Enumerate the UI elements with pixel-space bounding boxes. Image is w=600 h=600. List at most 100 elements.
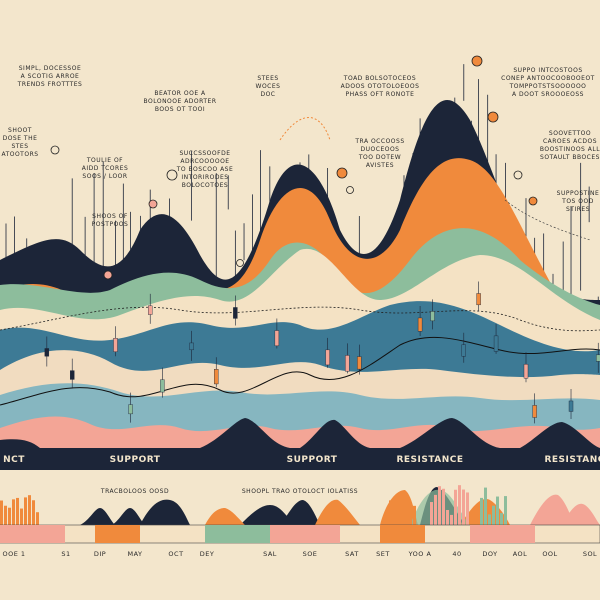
axis-label: MAY: [127, 550, 142, 558]
axis-label: SAL: [263, 550, 277, 558]
mini-bar: [488, 514, 491, 525]
axis-segment: [380, 525, 425, 543]
mini-bar: [413, 505, 416, 525]
candles: [44, 281, 600, 424]
axis-segment: [205, 525, 270, 543]
axis-label: DEY: [200, 550, 215, 558]
mini-bar: [492, 505, 495, 525]
annotation-line: INTORIRODES: [181, 174, 228, 181]
marker: [528, 196, 538, 206]
mini-bar: [12, 499, 15, 525]
annotation-line: TOS OOD: [561, 198, 594, 205]
annotation-line: BOLONOOE ADORTER: [143, 98, 216, 105]
mini-bar: [4, 505, 7, 525]
annotation-line: TRENDS FROTTTES: [17, 81, 83, 88]
axis-label: AOL: [513, 550, 528, 558]
annotation-line: DOC: [260, 91, 275, 98]
marker: [487, 111, 499, 123]
candle-body: [345, 355, 350, 372]
mini-bar: [16, 497, 19, 525]
mini-bar: [446, 509, 449, 525]
annotation-line: SHOOT: [8, 127, 32, 134]
bottom-panel: TRACBOLOOS OOSD SHOOPL TRAO OTOLOCT IOLA…: [0, 485, 600, 544]
candle-body: [357, 356, 362, 370]
mini-bar: [385, 514, 388, 525]
axis-label: SAT: [345, 550, 359, 558]
marker: [346, 186, 354, 194]
annotation-line: BOOS OT TOOI: [155, 106, 205, 113]
annotation-line: SUPPOSTINE: [557, 190, 600, 197]
annotation-line: CAROES ACDOS: [543, 138, 597, 145]
mini-bar: [504, 496, 507, 525]
annotation-line: BOOSTINOOS ALL: [540, 146, 600, 153]
mini-bar: [397, 514, 400, 525]
mini-bar: [401, 496, 404, 525]
mini-bar: [484, 487, 487, 525]
candle-body: [274, 330, 280, 347]
label-band: NCT SUPPORT SUPPORT RESISTANCE RESISTANC…: [0, 448, 600, 470]
candle-body: [417, 317, 423, 332]
band-label: SUPPORT: [287, 455, 338, 465]
candle-body: [148, 305, 153, 315]
axis-label: 40: [452, 550, 461, 558]
candle-body: [70, 370, 75, 380]
mini-bar: [434, 494, 437, 525]
marker: [336, 167, 348, 179]
annotation-line: TOAD BOLSOTOCEOS: [343, 75, 416, 82]
marker: [148, 199, 158, 209]
band-bg: [0, 448, 600, 470]
candle-body: [128, 404, 133, 415]
annotation-line: AIDD TCORES: [82, 165, 129, 172]
mini-bar: [466, 492, 469, 525]
candle-body: [430, 311, 435, 322]
annotation-line: CONEP ANTOOCOOBOOEOT: [501, 75, 595, 82]
candle-body: [233, 307, 238, 319]
bottom-note: TRACBOLOOS OOSD: [100, 488, 169, 495]
mini-bar: [32, 500, 35, 525]
axis-label: OCT: [168, 550, 183, 558]
axis-label: YOO A: [408, 550, 432, 558]
annotation-line: A DOOT SROOOEOSS: [512, 91, 584, 98]
annotation-line: WOCES: [256, 83, 281, 90]
mini-bar: [0, 500, 3, 525]
candle-body: [476, 293, 481, 306]
axis-label: SOE: [303, 550, 318, 558]
annotation-line: TOULIE OF: [86, 157, 123, 164]
mini-bar: [462, 489, 465, 525]
marker: [236, 259, 244, 267]
candle-body: [160, 379, 165, 393]
annotation-line: TRA OCCOOSS: [354, 138, 404, 145]
band-label: SUPPORT: [110, 455, 161, 465]
axis-label: DOY: [482, 550, 497, 558]
annotation-line: A SCOTIG ARROE: [21, 73, 80, 80]
marker: [166, 169, 178, 181]
axis-label: DIP: [94, 550, 106, 558]
axis-label: OOL: [542, 550, 557, 558]
annotation-line: SOTAULT BBOCES: [540, 154, 600, 161]
mini-bar: [430, 502, 433, 525]
candle-body: [596, 354, 600, 362]
mini-bar: [438, 486, 441, 525]
annotation-line: BEATOR OOE A: [154, 90, 206, 97]
trace-line: [0, 336, 600, 406]
axis-segment: [95, 525, 140, 543]
axis-segment: [0, 525, 65, 543]
annotation-line: TO BOSCOO ASE: [176, 166, 234, 173]
annotation-line: STEES: [257, 75, 278, 82]
annotation-line: SIMPL, DOCESSOE: [19, 65, 81, 72]
mini-bar: [405, 512, 408, 525]
navy-hills: [0, 418, 600, 448]
mini-bar: [480, 497, 483, 525]
annotation-line: BOLOCOTOES: [182, 182, 228, 189]
marker: [103, 270, 113, 280]
mini-hills: [205, 490, 510, 525]
mini-hills: [530, 494, 600, 525]
band-label: RESISTANCE: [396, 455, 463, 465]
mini-bar: [409, 512, 412, 525]
axis-label: SET: [376, 550, 390, 558]
annotation-line: ADRCOOOOOE: [180, 158, 229, 165]
candle-body: [493, 335, 499, 352]
axis-segment: [470, 525, 535, 543]
